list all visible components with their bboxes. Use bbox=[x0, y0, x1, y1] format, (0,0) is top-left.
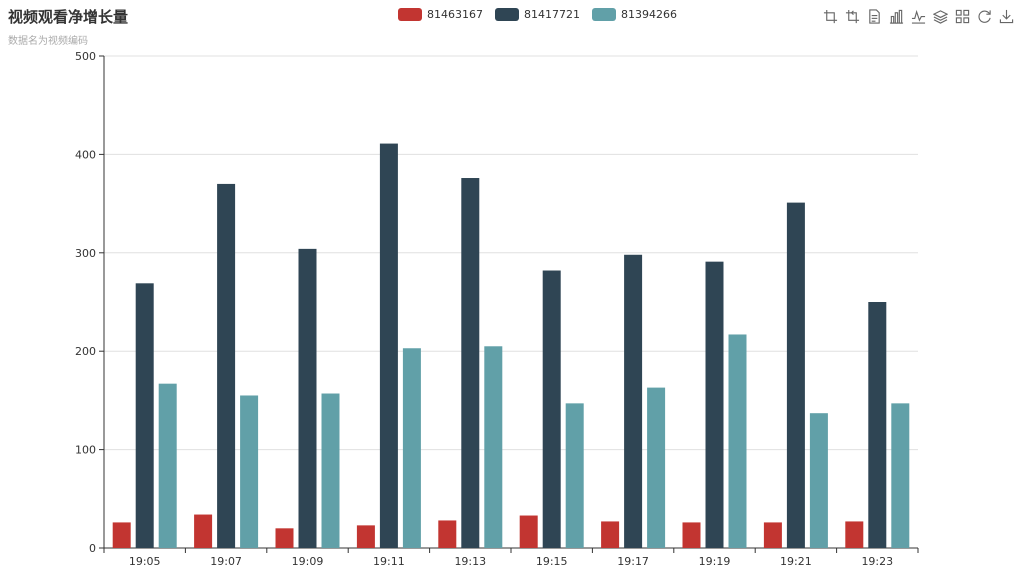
x-tick-label: 19:13 bbox=[454, 555, 486, 568]
save-image-icon[interactable] bbox=[999, 9, 1014, 24]
bar-2[interactable] bbox=[298, 248, 317, 548]
bar-3[interactable] bbox=[728, 334, 747, 548]
x-tick-label: 19:19 bbox=[699, 555, 731, 568]
x-tick-label: 19:05 bbox=[129, 555, 161, 568]
bar-2[interactable] bbox=[624, 254, 643, 548]
bar-3[interactable] bbox=[647, 387, 666, 548]
y-tick-label: 400 bbox=[75, 148, 96, 161]
x-tick-label: 19:09 bbox=[292, 555, 324, 568]
zoom-icon[interactable] bbox=[823, 9, 838, 24]
bar-1[interactable] bbox=[763, 522, 782, 548]
x-tick-label: 19:15 bbox=[536, 555, 568, 568]
bar-2[interactable] bbox=[786, 202, 805, 548]
legend-item-3[interactable]: 81394266 bbox=[592, 8, 677, 21]
stack-icon[interactable] bbox=[933, 9, 948, 24]
bar-3[interactable] bbox=[565, 403, 584, 548]
bar-3[interactable] bbox=[158, 383, 177, 548]
bar-3[interactable] bbox=[484, 346, 503, 548]
legend-label-1: 81463167 bbox=[427, 8, 483, 21]
bar-3[interactable] bbox=[809, 413, 828, 548]
bar-2[interactable] bbox=[217, 183, 236, 549]
chart-title: 视频观看净增长量 bbox=[8, 8, 129, 26]
restore-icon[interactable] bbox=[977, 9, 992, 24]
y-tick-label: 200 bbox=[75, 345, 96, 358]
x-tick-label: 19:23 bbox=[861, 555, 893, 568]
x-tick-label: 19:17 bbox=[617, 555, 649, 568]
bar-1[interactable] bbox=[194, 514, 213, 548]
bar-2[interactable] bbox=[461, 178, 480, 549]
data-view-icon[interactable] bbox=[867, 9, 882, 24]
legend-swatch-3 bbox=[592, 8, 616, 21]
zoom-reset-icon[interactable] bbox=[845, 9, 860, 24]
bar-3[interactable] bbox=[321, 393, 340, 548]
bar-1[interactable] bbox=[519, 515, 538, 548]
bar-3[interactable] bbox=[402, 348, 421, 548]
legend-swatch-1 bbox=[398, 8, 422, 21]
legend-swatch-2 bbox=[495, 8, 519, 21]
bar-2[interactable] bbox=[705, 261, 724, 548]
y-tick-label: 500 bbox=[75, 50, 96, 63]
x-tick-label: 19:07 bbox=[210, 555, 242, 568]
bar-chart-icon[interactable] bbox=[889, 9, 904, 24]
bar-2[interactable] bbox=[868, 302, 887, 548]
y-tick-label: 100 bbox=[75, 444, 96, 457]
bar-1[interactable] bbox=[682, 522, 701, 548]
bar-3[interactable] bbox=[891, 403, 910, 548]
tiled-icon[interactable] bbox=[955, 9, 970, 24]
x-tick-label: 19:11 bbox=[373, 555, 405, 568]
y-tick-label: 0 bbox=[89, 542, 96, 555]
axes: 0 100 200 300 400 500 19:05 19:07 19:09 19:11 19:1… bbox=[75, 50, 919, 568]
toolbox bbox=[823, 9, 1014, 24]
line-chart-icon[interactable] bbox=[911, 9, 926, 24]
bar-1[interactable] bbox=[275, 528, 294, 548]
bar-2[interactable] bbox=[542, 270, 561, 548]
bar-1[interactable] bbox=[438, 520, 457, 548]
legend: 81463167 81417721 81394266 bbox=[398, 8, 677, 21]
grid-lines bbox=[104, 55, 918, 451]
bar-1[interactable] bbox=[356, 525, 375, 548]
bar-1[interactable] bbox=[112, 522, 131, 548]
bar-1[interactable] bbox=[601, 521, 620, 548]
bar-1[interactable] bbox=[845, 521, 864, 548]
bar-2[interactable] bbox=[379, 143, 398, 549]
bars bbox=[112, 143, 910, 549]
bar-2[interactable] bbox=[135, 283, 154, 548]
legend-item-2[interactable]: 81417721 bbox=[495, 8, 580, 21]
legend-label-3: 81394266 bbox=[621, 8, 677, 21]
y-tick-label: 300 bbox=[75, 247, 96, 260]
bar-3[interactable] bbox=[240, 395, 259, 548]
legend-item-1[interactable]: 81463167 bbox=[398, 8, 483, 21]
legend-label-2: 81417721 bbox=[524, 8, 580, 21]
x-tick-label: 19:21 bbox=[780, 555, 812, 568]
chart-subtitle: 数据名为视频编码 bbox=[8, 36, 88, 47]
